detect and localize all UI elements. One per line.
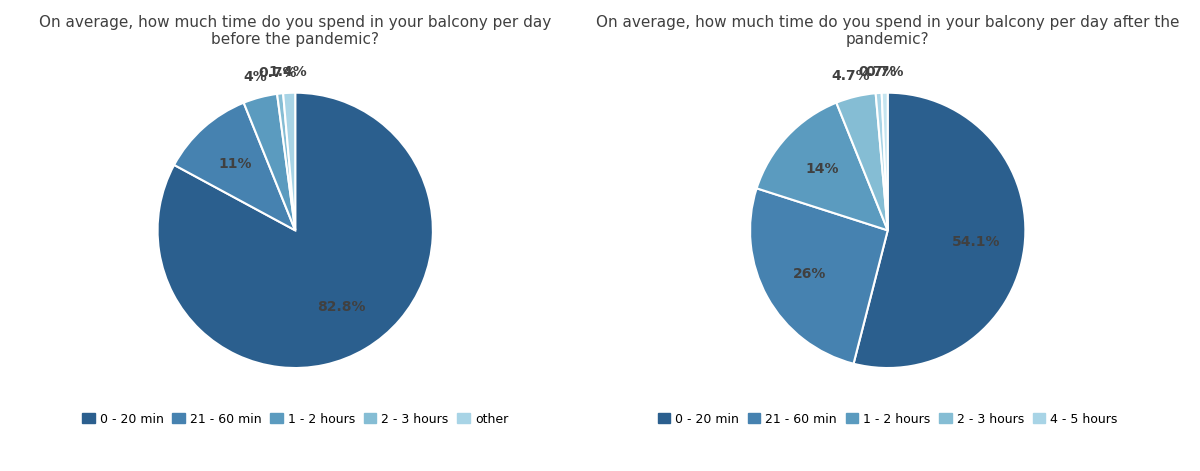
Wedge shape	[836, 93, 888, 230]
Wedge shape	[876, 93, 888, 230]
Text: 82.8%: 82.8%	[317, 300, 365, 314]
Legend: 0 - 20 min, 21 - 60 min, 1 - 2 hours, 2 - 3 hours, other: 0 - 20 min, 21 - 60 min, 1 - 2 hours, 2 …	[77, 407, 514, 430]
Title: On average, how much time do you spend in your balcony per day
before the pandem: On average, how much time do you spend i…	[40, 15, 551, 48]
Text: 26%: 26%	[793, 267, 826, 281]
Text: 11%: 11%	[218, 157, 252, 171]
Text: 54.1%: 54.1%	[953, 235, 1001, 249]
Legend: 0 - 20 min, 21 - 60 min, 1 - 2 hours, 2 - 3 hours, 4 - 5 hours: 0 - 20 min, 21 - 60 min, 1 - 2 hours, 2 …	[653, 407, 1123, 430]
Text: 14%: 14%	[805, 162, 839, 177]
Text: 0.7%: 0.7%	[865, 65, 904, 79]
Wedge shape	[244, 94, 295, 230]
Wedge shape	[174, 103, 295, 230]
Wedge shape	[750, 188, 888, 364]
Wedge shape	[853, 93, 1025, 368]
Text: 4.7%: 4.7%	[832, 69, 870, 83]
Wedge shape	[283, 93, 295, 230]
Text: 0.7%: 0.7%	[858, 65, 896, 80]
Text: 0.7%: 0.7%	[258, 66, 298, 80]
Wedge shape	[757, 103, 888, 230]
Wedge shape	[882, 93, 888, 230]
Wedge shape	[277, 93, 295, 230]
Wedge shape	[157, 93, 433, 368]
Title: On average, how much time do you spend in your balcony per day after the
pandemi: On average, how much time do you spend i…	[596, 15, 1180, 48]
Text: 4%: 4%	[242, 70, 266, 84]
Text: 1.4%: 1.4%	[269, 65, 307, 79]
